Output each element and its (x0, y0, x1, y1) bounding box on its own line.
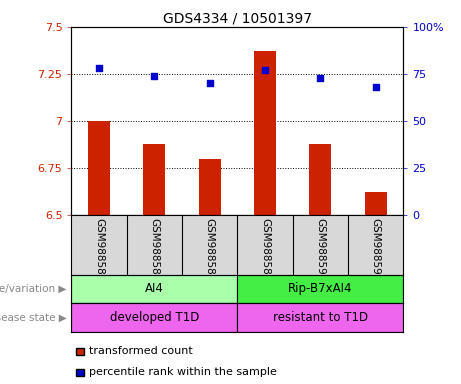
Bar (365, 192, 387, 215)
Point (261, 67, 269, 73)
Title: GDS4334 / 10501397: GDS4334 / 10501397 (163, 12, 312, 26)
Point (317, 74, 324, 81)
Point (372, 84, 379, 90)
Text: AI4: AI4 (145, 283, 164, 295)
Point (206, 80, 213, 86)
Bar (143, 144, 165, 215)
Bar (88, 121, 110, 215)
Text: GSM988589: GSM988589 (260, 218, 270, 281)
Point (151, 73, 158, 79)
Text: GSM988587: GSM988587 (205, 218, 215, 281)
Text: genotype/variation ▶: genotype/variation ▶ (0, 284, 67, 294)
Point (95, 65, 103, 71)
Text: GSM988585: GSM988585 (94, 218, 104, 281)
Bar (309, 144, 331, 215)
Bar (237, 275, 403, 303)
Bar (237, 303, 403, 332)
Bar (71, 275, 237, 303)
Bar (71, 303, 237, 332)
Text: resistant to T1D: resistant to T1D (273, 311, 368, 324)
Text: GSM988586: GSM988586 (149, 218, 160, 281)
Text: percentile rank within the sample: percentile rank within the sample (89, 367, 277, 377)
Text: disease state ▶: disease state ▶ (0, 313, 67, 323)
Text: GSM988591: GSM988591 (371, 218, 381, 281)
Text: transformed count: transformed count (89, 346, 193, 356)
Text: Rip-B7xAI4: Rip-B7xAI4 (288, 283, 353, 295)
Bar (254, 51, 276, 215)
Bar (199, 159, 221, 215)
Text: developed T1D: developed T1D (110, 311, 199, 324)
Text: GSM988590: GSM988590 (315, 218, 325, 281)
